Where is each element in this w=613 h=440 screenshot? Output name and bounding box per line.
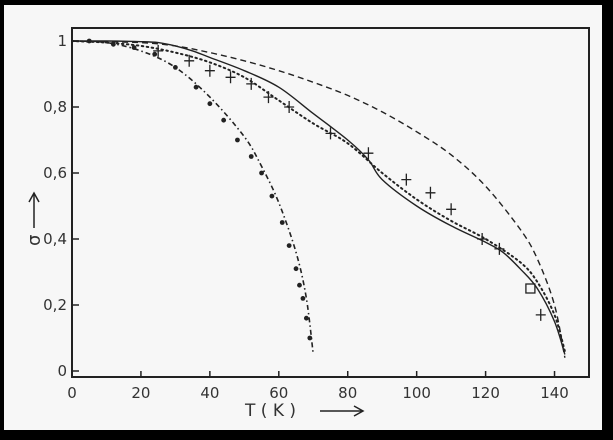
plus-point [477,233,488,245]
dot-point [269,193,275,199]
dot-point [207,101,213,107]
dot-point [248,154,254,159]
plus-point [535,308,546,321]
plus-point [184,54,195,67]
plus-point [246,77,257,90]
dot-point [307,335,313,341]
y-axis-arrow [28,191,40,228]
plus-point [494,242,505,255]
x-tick-label: 120 [471,384,500,402]
y-axis: 0 0,2 0,4 0,6 0,8 1 [43,32,79,380]
dot-point [286,243,292,249]
dot-point [173,65,178,70]
series-dashed [71,40,566,358]
series-dotted [71,40,566,353]
x-axis-label: T ( K ) [244,401,296,421]
dot-point [279,220,285,225]
y-tick-label: 0 [57,362,67,380]
series-plus-markers [153,44,546,321]
dot-point [303,315,309,321]
x-tick-label: 20 [131,384,150,402]
square-point [525,283,536,294]
plus-point [325,127,336,140]
plus-point [263,91,274,104]
x-tick-label: 100 [402,384,431,402]
series-line-dashed [71,40,566,358]
y-tick-label: 0,8 [43,98,67,116]
dot-point [221,117,227,123]
series-solid [71,40,566,355]
series-square-markers [525,283,536,294]
plot-frame [71,27,590,378]
x-tick-label: 80 [338,384,357,402]
x-tick-label: 40 [200,384,219,402]
plus-point [204,64,215,77]
y-tick-label: 0,2 [43,296,67,314]
series-line-solid [71,40,566,355]
dot-point [235,137,240,143]
x-tick-label: 60 [269,384,288,402]
series-layer [71,38,566,358]
x-tick-label: 0 [67,384,77,402]
y-tick-label: 1 [57,32,67,50]
plus-point [225,71,236,84]
dot-point [86,38,92,44]
plus-point [425,186,436,199]
dot-point [300,296,306,301]
y-axis-label: σ [24,235,45,246]
y-tick-label: 0,6 [43,164,67,182]
plus-point [153,44,164,57]
paper-background [4,5,602,430]
x-axis: 0 20 40 60 80 100 120 140 [67,371,569,402]
dot-point [193,84,199,90]
plus-point [446,203,457,216]
dot-point [131,45,137,50]
dot-point [259,170,264,176]
series-dot-markers [86,38,313,341]
dot-point [110,41,116,47]
x-tick-label: 140 [540,384,569,402]
plus-point [363,147,374,160]
y-tick-label: 0,4 [43,230,67,248]
series-line-dotted [71,40,566,353]
plus-point [401,173,412,186]
dot-point [152,51,158,57]
dot-point [297,282,302,288]
x-axis-arrow [320,405,365,417]
dot-point [293,266,299,272]
plus-point [284,101,295,113]
